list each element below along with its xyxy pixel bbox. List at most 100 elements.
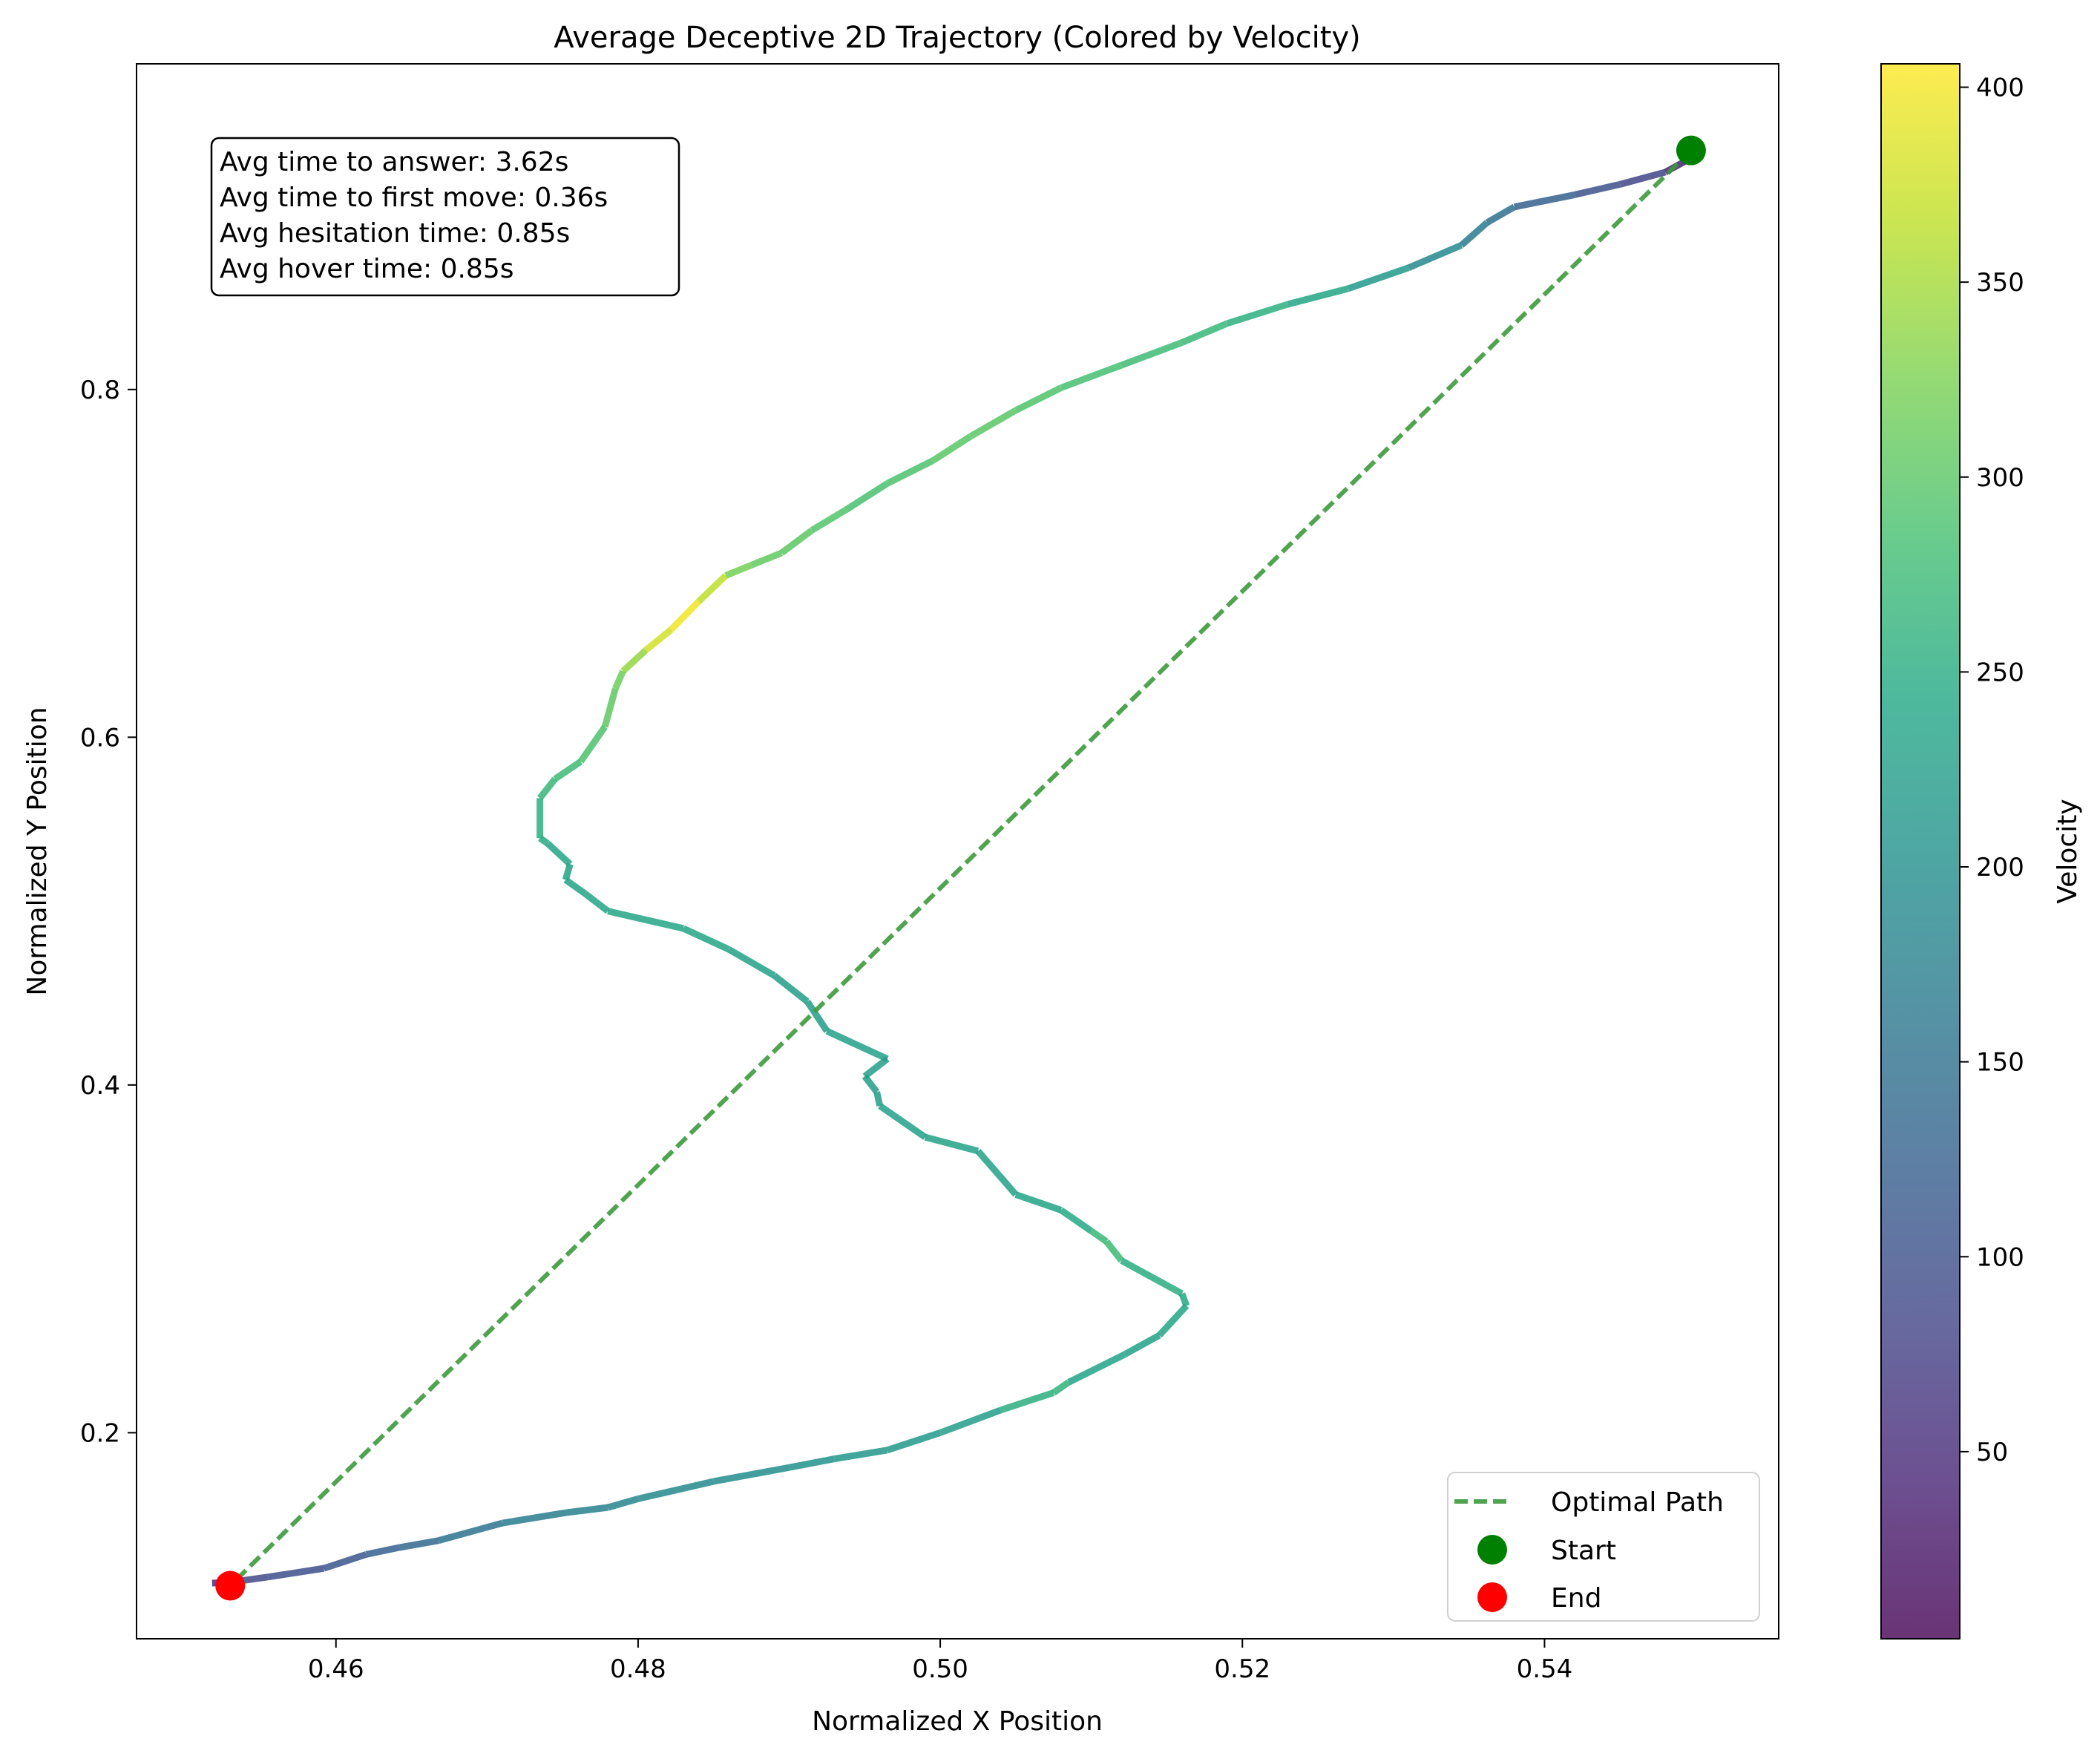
x-tick-label: 0.50	[912, 1654, 968, 1684]
optimal-path-line	[229, 148, 1693, 1588]
colorbar-tick-label: 150	[1976, 1048, 2024, 1078]
trajectory-segment	[398, 1537, 439, 1551]
legend: Optimal Path Start End	[1447, 1472, 1760, 1622]
stats-line: Avg time to answer: 3.62s	[220, 147, 568, 177]
trajectory-segment	[878, 1103, 928, 1140]
trajectory-segment	[924, 1133, 980, 1155]
trajectory-segment	[724, 562, 753, 579]
trajectory-segment	[1156, 1303, 1190, 1338]
trajectory-segment	[538, 835, 550, 846]
trajectory-segment	[1120, 339, 1184, 369]
colorbar-ticks: 50 100 150 200 250 300 350 400	[1960, 73, 2024, 1467]
trajectory-segment	[1000, 1389, 1055, 1414]
stats-box: Avg time to answer: 3.62s Avg time to fi…	[210, 137, 680, 297]
plot-frame	[136, 63, 1779, 1640]
x-axis-label: Normalized X Position	[812, 1706, 1103, 1737]
chart-title: Average Deceptive 2D Trajectory (Colored…	[554, 21, 1361, 55]
end-marker	[215, 1570, 246, 1601]
legend-start-marker	[1477, 1535, 1507, 1565]
x-tick-label: 0.54	[1517, 1654, 1573, 1684]
trajectory-segment	[1619, 168, 1667, 188]
trajectory-segment	[844, 480, 890, 513]
trajectory-segment	[1485, 203, 1516, 226]
trajectory-segment	[682, 925, 730, 953]
trajectory-segment	[939, 1406, 1003, 1436]
trajectory-segment	[696, 573, 729, 604]
trajectory-segment	[607, 908, 684, 932]
trajectory-segment	[1067, 1351, 1126, 1386]
axis-ticks: 0.46 0.48 0.50 0.52 0.54 0.2 0.4 0.6 0.8	[80, 376, 1572, 1684]
trajectory-segment	[620, 647, 649, 674]
stats-box-frame	[210, 137, 680, 297]
trajectory-segment	[1060, 361, 1123, 391]
trajectory-segment	[606, 1496, 640, 1511]
y-tick-label: 0.2	[80, 1418, 120, 1448]
trajectory-segment	[862, 1074, 880, 1094]
trajectory-segment	[1059, 1207, 1094, 1234]
trajectory-segment	[873, 1091, 884, 1107]
stats-line: Avg time to first move: 0.36s	[220, 183, 608, 213]
legend-label: Start	[1551, 1536, 1616, 1566]
colorbar-gradient	[1880, 63, 1960, 1640]
colorbar-tick-label: 300	[1976, 463, 2024, 493]
y-tick-label: 0.6	[80, 723, 120, 753]
trajectory-segment	[545, 840, 573, 867]
legend-label: End	[1551, 1583, 1601, 1614]
trajectory-segment	[365, 1544, 401, 1558]
trajectory-segment	[1103, 1239, 1124, 1263]
trajectory-segment	[437, 1519, 503, 1544]
trajectory-segment	[1459, 220, 1490, 248]
trajectory-segment	[804, 999, 830, 1033]
trajectory-segment	[1287, 285, 1349, 308]
trajectory-group	[211, 135, 1706, 1601]
trajectory-segment	[643, 626, 674, 653]
trajectory-segment	[1226, 301, 1289, 327]
trajectory-segment	[1407, 242, 1463, 271]
trajectory-segment	[562, 863, 574, 881]
trajectory-segment	[749, 549, 784, 569]
stats-line: Avg hesitation time: 0.85s	[220, 218, 570, 249]
trajectory-segment	[810, 506, 849, 534]
trajectory-segment	[565, 1504, 608, 1516]
start-marker	[1676, 135, 1706, 166]
trajectory-segment	[583, 891, 610, 914]
trajectory-segment	[862, 1056, 890, 1079]
trajectory-segment	[1014, 1191, 1063, 1213]
trajectory-segment	[1574, 180, 1621, 198]
trajectory-segment	[1181, 320, 1229, 346]
y-axis-label: Normalized Y Position	[22, 707, 53, 995]
trajectory-segment	[267, 1565, 325, 1581]
trajectory-segment	[1120, 1257, 1184, 1297]
stats-line: Avg hover time: 0.85s	[220, 254, 513, 284]
trajectory-segment	[1051, 1379, 1071, 1396]
colorbar-tick-label: 350	[1976, 268, 2024, 298]
colorbar-tick-label: 200	[1976, 853, 2024, 882]
trajectory-segment	[612, 669, 626, 690]
trajectory-segment	[726, 946, 776, 979]
colorbar: 50 100 150 200 250 300 350 400 Velocity	[1880, 63, 2083, 1640]
colorbar-tick-label: 50	[1976, 1438, 2008, 1467]
trajectory-segment	[779, 527, 814, 556]
trajectory-segment	[669, 599, 701, 632]
trajectory-segment	[1089, 1228, 1109, 1245]
trajectory-segment	[1347, 264, 1410, 292]
trajectory-segment	[712, 1464, 790, 1485]
trajectory-segment	[553, 759, 583, 782]
trajectory-segment	[833, 1447, 888, 1462]
trajectory-segment	[501, 1509, 566, 1527]
trajectory-segment	[1123, 1332, 1161, 1357]
colorbar-tick-label: 100	[1976, 1242, 2024, 1272]
trajectory-segment	[637, 1478, 715, 1502]
trajectory-segment	[975, 1148, 1019, 1197]
trajectory-segment	[537, 776, 558, 801]
trajectory-segment	[886, 1429, 942, 1454]
trajectory-segment	[772, 972, 810, 1004]
trajectory-segment	[1178, 1292, 1190, 1307]
trajectory-segment	[968, 407, 1018, 439]
legend-frame	[1447, 1472, 1760, 1622]
legend-label: Optimal Path	[1551, 1487, 1724, 1518]
trajectory-segment	[577, 724, 608, 764]
trajectory-segment	[788, 1455, 836, 1471]
trajectory-segment	[931, 433, 973, 464]
